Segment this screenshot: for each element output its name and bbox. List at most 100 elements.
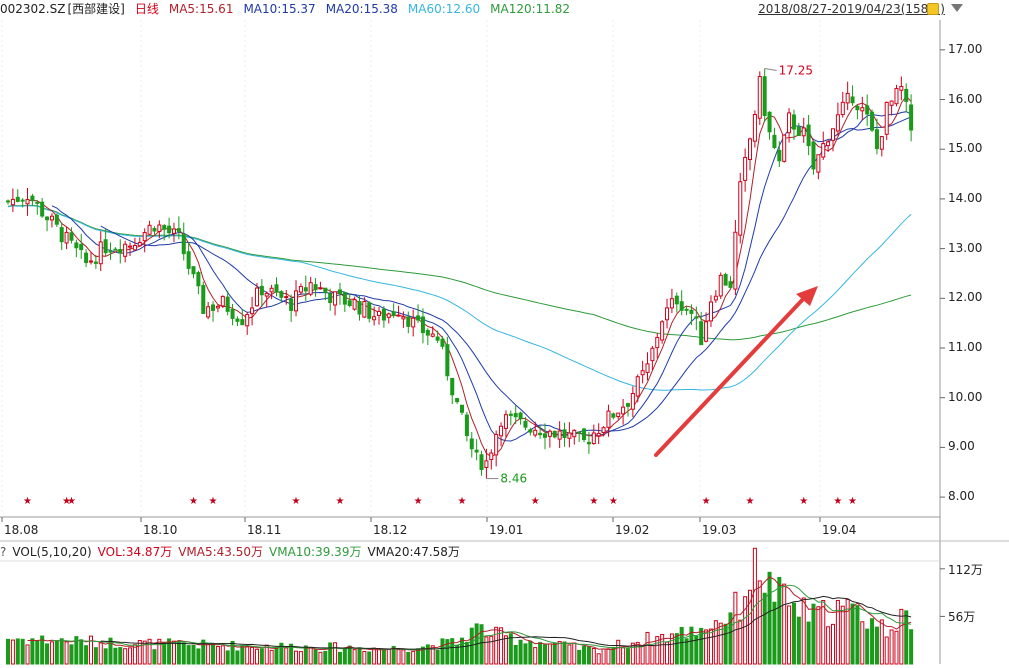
- volume-bar: [245, 645, 250, 665]
- ma20-label: MA20:15.38: [325, 2, 398, 16]
- volume-bar: [362, 651, 367, 665]
- volume-bar: [235, 650, 240, 665]
- volume-bar: [372, 647, 377, 665]
- candle-body: [250, 307, 255, 315]
- volume-bar: [796, 616, 801, 665]
- ma5-label: MA5:15.61: [168, 2, 234, 16]
- price-tick-label: 11.00: [948, 340, 983, 354]
- candle-body: [567, 432, 572, 439]
- volume-bar: [743, 596, 748, 665]
- volume-bar: [386, 648, 391, 665]
- volume-bar: [450, 638, 455, 665]
- vma10-value: VMA10:39.39万: [269, 545, 362, 559]
- volume-bar: [240, 645, 245, 665]
- high-annotation: 17.25: [779, 64, 813, 78]
- candle-body: [728, 281, 733, 288]
- volume-bar: [679, 626, 684, 665]
- volume-bar: [728, 612, 733, 665]
- candle-body: [621, 406, 626, 415]
- volume-bar: [347, 645, 352, 665]
- volume-bar: [660, 633, 665, 665]
- star-marker: ★: [67, 496, 76, 507]
- volume-bar: [230, 640, 235, 665]
- star-marker: ★: [189, 496, 198, 507]
- candle-body: [298, 286, 303, 293]
- volume-bar: [791, 602, 796, 665]
- candle-body: [245, 314, 250, 327]
- volume-bar: [411, 650, 416, 665]
- candle-body: [196, 272, 201, 287]
- candle-body: [162, 225, 167, 230]
- volume-bar: [435, 649, 440, 665]
- volume-bar: [69, 644, 74, 665]
- volume-bar: [84, 645, 89, 665]
- volume-bar: [830, 623, 836, 665]
- volume-bar: [108, 637, 113, 665]
- price-tick-label: 8.00: [948, 489, 975, 504]
- volume-bar: [586, 646, 591, 665]
- candle-body: [211, 304, 216, 311]
- candle-body: [103, 239, 108, 254]
- volume-bar: [367, 651, 372, 665]
- candle-body: [577, 431, 582, 434]
- price-tick-label: 10.00: [948, 389, 983, 404]
- star-marker: ★: [746, 496, 755, 507]
- stock-symbol: 002302.SZ: [0, 2, 66, 16]
- volume-bar: [440, 638, 445, 665]
- candle-body: [84, 252, 89, 264]
- candle-body: [464, 414, 469, 437]
- price-tick-label: 13.00: [948, 240, 983, 255]
- candle-body: [889, 100, 894, 106]
- dropdown-icon[interactable]: [951, 4, 963, 12]
- candle-body: [767, 111, 772, 133]
- volume-bar: [733, 591, 738, 665]
- candle-body: [157, 224, 162, 232]
- candle-body: [137, 241, 142, 247]
- candle-body: [806, 124, 811, 147]
- volume-bar: [884, 636, 889, 665]
- volume-bar: [308, 646, 313, 665]
- candle-body: [416, 315, 421, 321]
- volume-bar: [352, 649, 357, 665]
- candle-body: [733, 231, 738, 290]
- candle-body: [318, 287, 323, 290]
- candle-body: [494, 433, 499, 456]
- period-label[interactable]: 日线: [134, 2, 159, 16]
- candle-body: [665, 307, 670, 321]
- candle-body: [699, 321, 704, 346]
- candle-body: [586, 441, 591, 445]
- candle-body: [811, 141, 816, 170]
- volume-bar: [201, 639, 206, 665]
- volume-bar: [430, 645, 435, 665]
- volume-bar: [762, 592, 767, 665]
- candle-body: [469, 438, 474, 450]
- candle-body: [787, 112, 792, 134]
- volume-bar: [191, 644, 196, 665]
- candle-body: [489, 452, 494, 461]
- candle-body: [518, 412, 523, 420]
- volume-bar: [294, 650, 299, 665]
- volume-bar: [699, 627, 704, 665]
- volume-bar: [723, 623, 728, 665]
- volume-bar: [596, 653, 601, 665]
- candle-body: [606, 410, 611, 428]
- volume-bar: [225, 650, 230, 665]
- star-marker: ★: [23, 496, 32, 507]
- candle-body: [874, 129, 879, 150]
- lock-icon[interactable]: [927, 3, 939, 15]
- volume-bar: [5, 638, 11, 665]
- question-icon[interactable]: ?: [0, 545, 7, 559]
- candle-body: [20, 199, 25, 202]
- candle-body: [752, 114, 757, 142]
- volume-bar: [406, 651, 411, 665]
- candle-body: [650, 347, 655, 362]
- volume-bar: [289, 643, 294, 665]
- volume-bar: [879, 619, 884, 665]
- x-tick-label: 19.02: [615, 523, 650, 537]
- candle-body: [49, 215, 54, 221]
- volume-bar: [489, 635, 494, 665]
- volume-bar: [806, 621, 811, 665]
- vma20-line: [100, 595, 912, 650]
- price-tick-label: 15.00: [948, 141, 983, 156]
- volume-bar: [899, 608, 904, 665]
